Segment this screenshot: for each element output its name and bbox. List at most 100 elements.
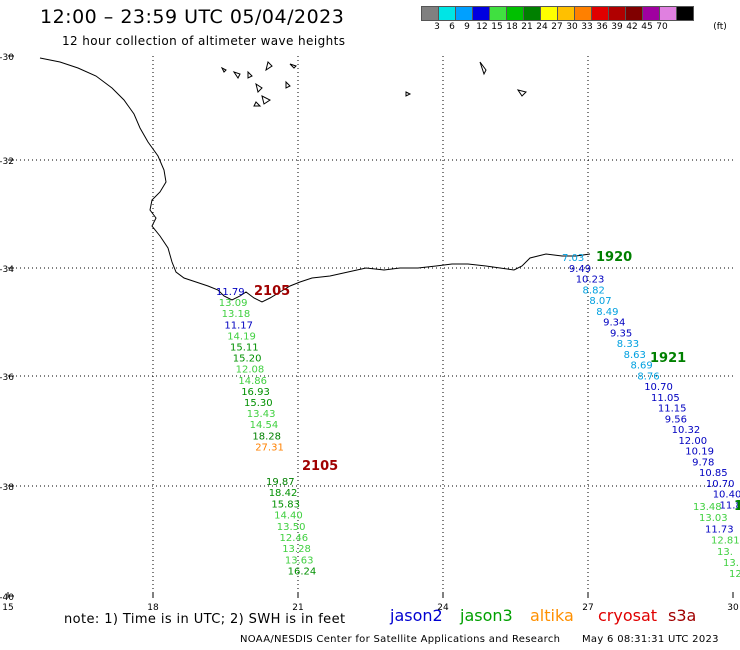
wave-height-value: 8.33	[617, 339, 639, 350]
wave-height-value: 14.40	[274, 511, 303, 522]
wave-height-value: 8.69	[631, 361, 653, 372]
wave-height-value: 9.34	[603, 318, 625, 329]
wave-height-value: 8.49	[596, 307, 618, 318]
wave-height-value: 12.08	[236, 365, 265, 376]
legend-item-jason3: jason3	[460, 606, 513, 625]
wave-height-value: 12.	[729, 569, 740, 580]
color-swatch	[676, 6, 694, 21]
map-subtitle: 12 hour collection of altimeter wave hei…	[62, 34, 346, 48]
wave-height-value: 14.86	[238, 376, 267, 387]
legend-item-jason2: jason2	[390, 606, 443, 625]
wave-height-value: 11.17	[224, 320, 253, 331]
wave-height-value: 27.31	[255, 442, 284, 453]
wave-height-value: 13.28	[282, 544, 311, 555]
wave-height-value: 10.70	[706, 479, 735, 490]
wave-height-value: 15.83	[271, 499, 300, 510]
wave-height-value: 10.40	[713, 490, 740, 501]
wave-height-value: 18.42	[269, 488, 298, 499]
wave-height-value: 13.	[717, 547, 733, 558]
wave-height-value: 13.18	[222, 309, 251, 320]
pass-time-label: 1	[734, 499, 740, 514]
wave-height-value: 10.85	[699, 468, 728, 479]
wave-height-value: 10.19	[685, 447, 714, 458]
color-scale-label: 70	[656, 22, 668, 32]
color-scale-labels: 3 6 9 12 15 18 21 24 27 30 33 36 39 42 45 70 (ft)	[422, 22, 740, 34]
wave-height-value: 8.76	[637, 371, 659, 382]
legend-item-s3a: s3a	[668, 606, 697, 625]
latitude-label: -34	[0, 265, 14, 275]
wave-height-value: 13.43	[247, 409, 276, 420]
color-scale-unit: (ft)	[713, 22, 727, 32]
wave-height-value: 15.20	[233, 354, 262, 365]
color-scale-bar	[421, 6, 694, 21]
wave-height-value: 14.54	[250, 420, 279, 431]
color-scale-label: 15	[491, 22, 503, 32]
legend-item-cryosat: cryosat	[598, 606, 658, 625]
wave-height-value: 13.48	[693, 502, 722, 513]
wave-height-value: 13.63	[285, 555, 314, 566]
map-title: 12:00 – 23:59 UTC 05/04/2023	[40, 6, 345, 28]
wave-height-value: 16.93	[241, 387, 270, 398]
color-scale-label: 30	[566, 22, 578, 32]
latitude-label: -36	[0, 373, 14, 383]
coastline	[39, 57, 591, 303]
wave-height-value: 18.28	[252, 431, 281, 442]
wave-height-value: 8.63	[624, 350, 646, 361]
generation-timestamp: May 6 08:31:31 UTC 2023	[582, 634, 719, 645]
longitude-label: 30	[727, 603, 739, 613]
wave-height-value: 9.56	[665, 414, 687, 425]
wave-height-value: 8.07	[589, 296, 611, 307]
wave-height-value: 8.82	[583, 285, 605, 296]
longitude-label: 15	[2, 603, 13, 613]
latitude-label: -38	[0, 483, 14, 493]
latitude-label: -40	[0, 593, 14, 603]
wave-height-value: 13.50	[277, 522, 306, 533]
wave-height-value: 11.88	[720, 500, 740, 511]
color-scale-label: 6	[449, 22, 455, 32]
longitude-label: 24	[437, 603, 449, 613]
wave-height-value: 9.78	[692, 457, 714, 468]
legend-item-altika: altika	[530, 606, 574, 625]
wave-height-value: 10.70	[644, 382, 673, 393]
wave-height-value: 12.00	[678, 436, 707, 447]
wave-height-value: 11.05	[651, 393, 680, 404]
color-scale-label: 3	[434, 22, 440, 32]
wave-height-value: 11.15	[658, 404, 687, 415]
longitude-label: 21	[292, 603, 303, 613]
wave-height-value: 13.03	[699, 513, 728, 524]
color-scale-label: 39	[611, 22, 623, 32]
color-scale-label: 21	[521, 22, 533, 32]
wave-height-value: 16.24	[288, 567, 317, 578]
altimeter-tracks: 11.7913.0913.1811.1714.1915.1115.2012.08…	[216, 250, 740, 580]
credit-line: NOAA/NESDIS Center for Satellite Applica…	[240, 634, 561, 645]
pass-time-label: 1921	[650, 351, 686, 366]
wave-height-value: 13.09	[219, 298, 248, 309]
color-scale-label: 45	[641, 22, 653, 32]
color-scale-label: 9	[464, 22, 470, 32]
color-scale-label: 36	[596, 22, 608, 32]
color-scale-label: 18	[506, 22, 518, 32]
wave-height-value: 9.49	[569, 264, 591, 275]
longitude-label: 18	[147, 603, 159, 613]
color-scale-label: 42	[626, 22, 638, 32]
pass-time-label: 2105	[302, 459, 338, 474]
color-scale-label: 12	[476, 22, 488, 32]
wave-height-value: 9.35	[610, 328, 632, 339]
wave-height-value: 15.30	[244, 398, 273, 409]
latitude-label: -32	[0, 157, 14, 167]
wave-height-value: 7.03	[562, 253, 584, 264]
wave-height-value: 19.87	[266, 477, 295, 488]
wave-height-value: 10.32	[672, 425, 701, 436]
longitude-label: 27	[582, 603, 593, 613]
wave-height-value: 14.19	[227, 331, 256, 342]
color-scale-label: 33	[581, 22, 593, 32]
wave-height-value: 12.81	[711, 536, 740, 547]
axis-ticks	[7, 55, 734, 598]
footer-note: note: 1) Time is in UTC; 2) SWH is in fe…	[64, 612, 346, 627]
wave-height-value: 15.11	[230, 343, 259, 354]
wave-height-value: 11.73	[705, 524, 734, 535]
wave-height-value: 10.23	[576, 275, 605, 286]
latitude-label: -30	[0, 53, 14, 63]
